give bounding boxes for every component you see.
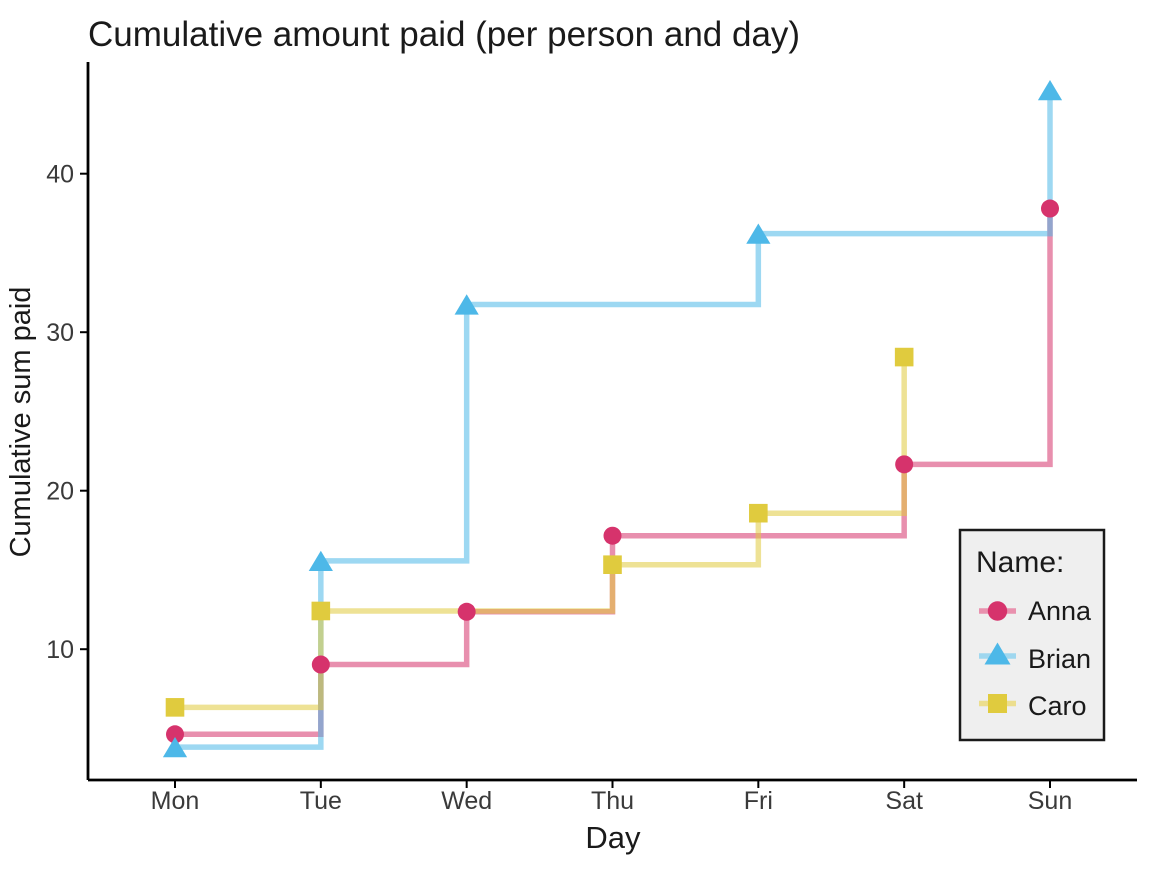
svg-text:Caro: Caro xyxy=(1028,691,1087,721)
svg-text:Sat: Sat xyxy=(885,787,923,815)
svg-text:Thu: Thu xyxy=(591,787,634,815)
svg-text:Anna: Anna xyxy=(1028,596,1092,626)
svg-text:Name:: Name: xyxy=(976,546,1064,579)
svg-text:30: 30 xyxy=(46,319,74,347)
svg-text:Day: Day xyxy=(585,820,641,855)
svg-text:Tue: Tue xyxy=(300,787,342,815)
svg-text:Brian: Brian xyxy=(1028,644,1091,674)
svg-text:40: 40 xyxy=(46,161,74,189)
svg-text:10: 10 xyxy=(46,636,74,664)
svg-text:Fri: Fri xyxy=(744,787,773,815)
svg-text:Mon: Mon xyxy=(151,787,200,815)
svg-text:Cumulative sum paid: Cumulative sum paid xyxy=(5,287,37,558)
svg-text:Wed: Wed xyxy=(441,787,492,815)
svg-text:20: 20 xyxy=(46,478,74,506)
svg-text:Cumulative amount paid (per pe: Cumulative amount paid (per person and d… xyxy=(88,15,800,54)
svg-text:Sun: Sun xyxy=(1028,787,1072,815)
